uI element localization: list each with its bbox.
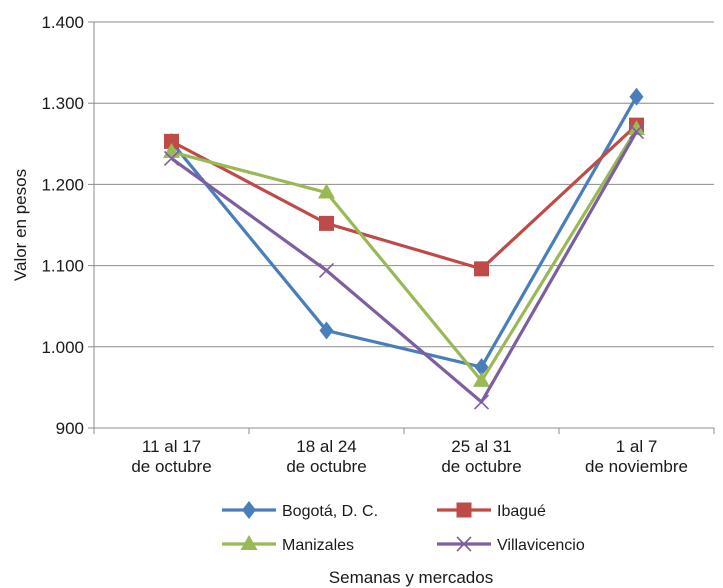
legend-marker — [240, 535, 258, 550]
y-tick-label: 1.300 — [41, 94, 84, 113]
legend-label: Villavicencio — [497, 537, 585, 554]
data-point — [474, 358, 489, 377]
y-tick-labels: 900 1.000 1.100 1.200 1.300 1.400 — [41, 13, 84, 438]
data-point — [628, 120, 645, 136]
y-tick-label: 1.400 — [41, 13, 84, 32]
legend-label: Manizales — [282, 537, 354, 554]
x-tick-label: 1 al 7 de noviembre — [585, 437, 688, 476]
legend-item-1: Ibagué — [437, 502, 546, 520]
series-1 — [164, 117, 644, 277]
legend: Bogotá, D. C. Ibagué Manizales Villavicenci… — [222, 501, 585, 554]
legend-marker — [456, 502, 472, 518]
y-axis-title: Valor en pesos — [11, 169, 30, 281]
series-line — [171, 128, 638, 383]
x-tick-label: 11 al 17 de octubre — [131, 437, 211, 476]
data-point — [628, 124, 645, 140]
axes — [88, 21, 715, 434]
x-tick-label: 18 al 24 de octubre — [286, 437, 366, 476]
data-point — [473, 394, 490, 410]
series-line — [170, 95, 638, 369]
series-lines — [163, 87, 645, 410]
data-point — [319, 215, 334, 231]
data-point — [473, 371, 490, 387]
legend-item-3: Villavicencio — [437, 536, 585, 554]
x-tick-label: 25 al 31 de octubre — [441, 437, 521, 476]
series-line — [170, 123, 638, 271]
data-point — [163, 150, 180, 166]
y-tick-label: 900 — [56, 419, 84, 438]
legend-item-2: Manizales — [222, 535, 354, 554]
data-point — [164, 133, 179, 149]
data-point — [318, 262, 335, 279]
x-tick-labels: 11 al 17 de octubre 18 al 24 de octubre 25 a… — [131, 437, 688, 476]
data-point — [318, 183, 335, 199]
data-point — [474, 261, 489, 277]
gridlines — [94, 21, 714, 348]
y-tick-label: 1.200 — [41, 175, 84, 194]
legend-item-0: Bogotá, D. C. — [222, 501, 378, 520]
legend-marker — [242, 501, 256, 519]
data-point — [319, 321, 334, 340]
legend-label: Ibagué — [497, 503, 546, 520]
data-point — [629, 87, 644, 106]
y-tick-label: 1.000 — [41, 338, 84, 357]
series-line — [170, 130, 638, 404]
legend-marker — [456, 536, 472, 552]
x-axis-title: Semanas y mercados — [329, 568, 493, 587]
legend-label: Bogotá, D. C. — [282, 503, 378, 520]
series-3 — [163, 124, 645, 410]
y-tick-label: 1.100 — [41, 257, 84, 276]
